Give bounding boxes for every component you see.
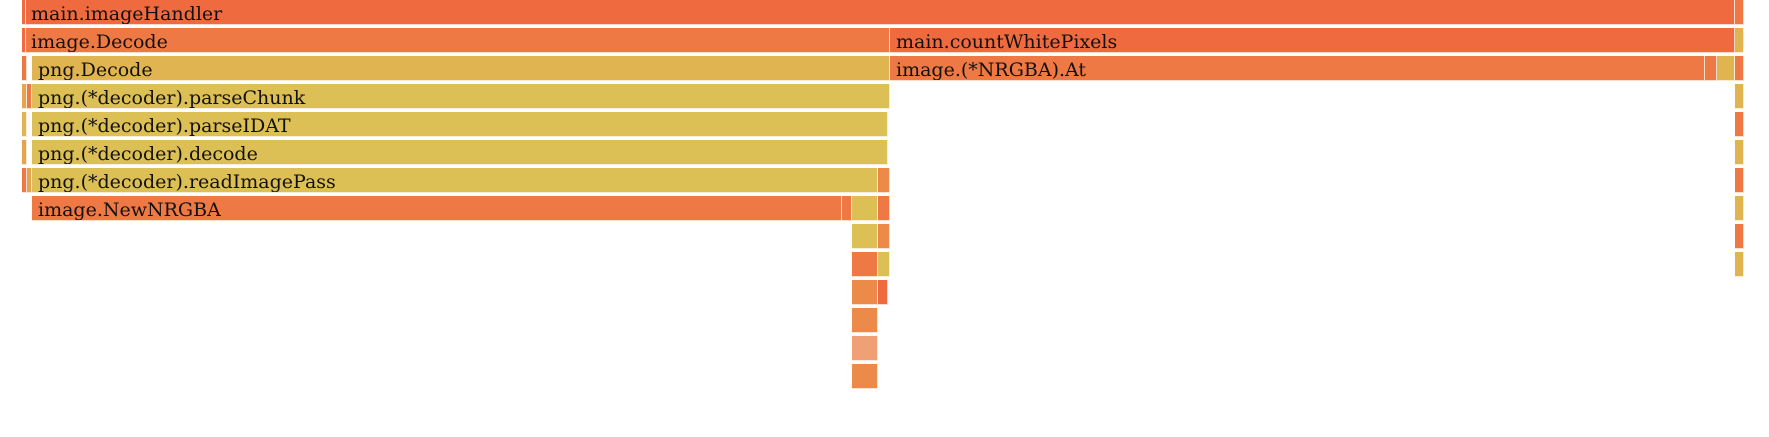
frame-23[interactable] xyxy=(852,224,878,249)
frame-35[interactable] xyxy=(1735,28,1744,53)
frame-42[interactable] xyxy=(1735,224,1744,249)
frame-label: main.imageHandler xyxy=(31,3,223,25)
frame-16[interactable] xyxy=(22,140,27,165)
frame-label: main.countWhitePixels xyxy=(896,31,1118,53)
frame-28[interactable] xyxy=(878,280,888,305)
frame-label: png.(*decoder).readImagePass xyxy=(38,171,336,193)
frame-43[interactable] xyxy=(1735,252,1744,277)
frame-label: image.Decode xyxy=(31,31,168,53)
frame-11[interactable] xyxy=(22,0,26,25)
frame-37[interactable] xyxy=(1735,84,1744,109)
frame-13[interactable] xyxy=(22,84,27,109)
frame-19[interactable] xyxy=(842,196,852,221)
frame-31[interactable] xyxy=(852,364,878,389)
frame-label: image.NewNRGBA xyxy=(38,199,221,221)
frame-main-countwhitepixels[interactable]: main.countWhitePixels xyxy=(890,28,1735,53)
frame-label: png.(*decoder).parseChunk xyxy=(38,87,306,109)
frame-32[interactable] xyxy=(1705,56,1717,81)
frame-label: png.(*decoder).parseIDAT xyxy=(38,115,291,137)
frame-png-decoder-readimagepass[interactable]: png.(*decoder).readImagePass xyxy=(32,168,878,193)
frame-40[interactable] xyxy=(1735,168,1744,193)
frame-label: png.(*decoder).decode xyxy=(38,143,258,165)
frame-22[interactable] xyxy=(878,196,890,221)
frame-label: png.Decode xyxy=(38,59,153,81)
frame-27[interactable] xyxy=(852,280,878,305)
frame-17[interactable] xyxy=(22,168,27,193)
frame-29[interactable] xyxy=(852,308,878,333)
frame-14[interactable] xyxy=(27,84,32,109)
frame-24[interactable] xyxy=(878,224,890,249)
frame-png-decoder-parsechunk[interactable]: png.(*decoder).parseChunk xyxy=(32,84,890,109)
frame-12[interactable] xyxy=(22,28,26,53)
frame-image-nrgba-at[interactable]: image.(*NRGBA).At xyxy=(890,56,1705,81)
frame-30[interactable] xyxy=(852,336,878,361)
frame-25[interactable] xyxy=(852,252,878,277)
frame-15[interactable] xyxy=(22,112,27,137)
frame-41[interactable] xyxy=(1735,196,1744,221)
frame-png-decoder-decode[interactable]: png.(*decoder).decode xyxy=(32,140,888,165)
frame-39[interactable] xyxy=(1735,140,1744,165)
frame-34[interactable] xyxy=(1735,0,1744,25)
frame-main-imagehandler[interactable]: main.imageHandler xyxy=(25,0,1735,25)
frame-png-decoder-parseidat[interactable]: png.(*decoder).parseIDAT xyxy=(32,112,888,137)
frame-21[interactable] xyxy=(878,168,890,193)
frame-image-newnrgba[interactable]: image.NewNRGBA xyxy=(32,196,842,221)
frame-20[interactable] xyxy=(852,196,878,221)
frame-18[interactable] xyxy=(27,168,32,193)
frame-label: image.(*NRGBA).At xyxy=(896,59,1087,81)
frame-26[interactable] xyxy=(878,252,890,277)
frame-png-decode[interactable]: png.Decode xyxy=(32,56,890,81)
frame-10[interactable] xyxy=(22,56,27,81)
frame-38[interactable] xyxy=(1735,112,1744,137)
frame-image-decode[interactable]: image.Decode xyxy=(25,28,890,53)
frame-33[interactable] xyxy=(1717,56,1735,81)
frame-36[interactable] xyxy=(1735,56,1744,81)
